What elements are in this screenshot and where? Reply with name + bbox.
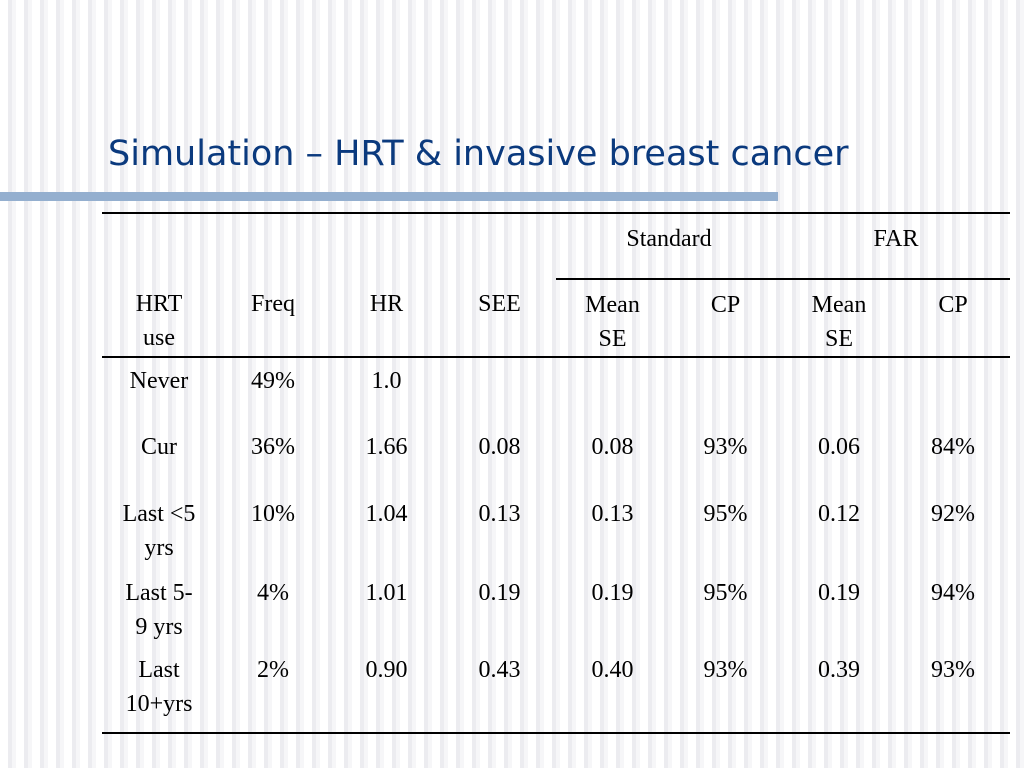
cell-far-mean-se: 0.06	[818, 434, 860, 460]
cell-far-cp: 92%	[931, 501, 975, 527]
table-row: Last 5- 9 yrs 4% 1.01 0.19 0.19 95% 0.19…	[102, 570, 1010, 647]
cell-hr: 1.04	[365, 501, 408, 527]
cell-hrt-use-line: 9 yrs	[135, 614, 183, 640]
header-far-cp: CP	[896, 279, 1010, 358]
table-row: Cur 36% 1.66 0.08 0.08 93% 0.06 84%	[102, 424, 1010, 491]
cell-hrt-use: Never	[102, 357, 216, 424]
cell-far-mean-se: 0.39	[782, 647, 896, 734]
cell-standard-cp: 95%	[703, 580, 748, 606]
cell-freq: 36%	[251, 434, 295, 460]
cell-hrt-use: Cur	[102, 424, 216, 491]
cell-see	[443, 357, 556, 424]
cell-standard-cp: 93%	[669, 647, 782, 734]
cell-hrt-use-line: Last	[138, 657, 180, 683]
header-far-mean-se-line1: Mean	[811, 292, 867, 318]
cell-see: 0.13	[478, 501, 521, 527]
header-standard-mean-se-line2: SE	[598, 326, 627, 352]
cell-far-cp: 84%	[931, 434, 975, 460]
cell-standard-cp: 93%	[703, 434, 748, 460]
header-hrt-use: HRT use	[102, 279, 216, 358]
group-header-blank	[102, 213, 556, 279]
cell-far-cp: 94%	[931, 580, 975, 606]
table-row: Last 10+yrs 2% 0.90 0.43 0.40 93% 0.39 9…	[102, 647, 1010, 734]
group-header-standard: Standard	[556, 213, 782, 280]
cell-freq: 10%	[251, 501, 295, 527]
cell-hrt-use-line: Last <5	[122, 501, 196, 527]
group-header-far: FAR	[782, 213, 1010, 280]
table-row: Never 49% 1.0	[102, 357, 1010, 424]
cell-standard-mean-se: 0.13	[591, 501, 634, 527]
column-header-row: HRT use Freq HR SEE Mean SE CP Mean SE C…	[102, 279, 1010, 358]
cell-see: 0.43	[443, 647, 556, 734]
header-hrt-use-line1: HRT	[135, 291, 183, 317]
cell-hrt-use: Last 5- 9 yrs	[102, 570, 216, 647]
cell-standard-cp	[669, 357, 782, 424]
cell-standard-cp: 95%	[703, 501, 748, 527]
cell-hr: 1.0	[371, 368, 402, 394]
header-far-mean-se: Mean SE	[782, 279, 896, 358]
header-hr: HR	[330, 279, 443, 358]
header-see: SEE	[443, 279, 556, 358]
cell-hrt-use: Last <5 yrs	[102, 491, 216, 570]
cell-hrt-use-line: Cur	[141, 434, 177, 460]
header-far-mean-se-line2: SE	[824, 326, 853, 352]
cell-hrt-use-line: yrs	[144, 535, 174, 561]
header-standard-cp: CP	[669, 279, 782, 358]
header-freq: Freq	[216, 279, 330, 358]
cell-hrt-use-line: Never	[129, 368, 189, 394]
table-row: Last <5 yrs 10% 1.04 0.13 0.13 95% 0.12 …	[102, 491, 1010, 570]
header-hrt-use-line2: use	[143, 325, 175, 351]
cell-far-cp	[896, 357, 1010, 424]
cell-hrt-use-line: 10+yrs	[125, 691, 193, 717]
cell-hr: 1.01	[365, 580, 408, 606]
results-table: Standard FAR HRT use Freq HR SEE Mean SE…	[102, 212, 1010, 734]
cell-far-mean-se: 0.12	[818, 501, 860, 527]
cell-standard-mean-se: 0.08	[591, 434, 634, 460]
cell-hr: 1.66	[365, 434, 408, 460]
cell-far-mean-se: 0.19	[818, 580, 860, 606]
cell-freq: 4%	[257, 580, 289, 606]
cell-standard-mean-se: 0.40	[556, 647, 669, 734]
cell-hrt-use-line: Last 5-	[125, 580, 193, 606]
cell-see: 0.08	[478, 434, 521, 460]
group-header-row: Standard FAR	[102, 213, 1010, 280]
cell-standard-mean-se: 0.19	[591, 580, 634, 606]
slide-title: Simulation – HRT & invasive breast cance…	[108, 134, 849, 174]
cell-hr: 0.90	[330, 647, 443, 734]
cell-freq: 49%	[251, 368, 295, 394]
cell-freq: 2%	[216, 647, 330, 734]
cell-hrt-use: Last 10+yrs	[102, 647, 216, 734]
cell-far-cp: 93%	[896, 647, 1010, 734]
header-standard-mean-se: Mean SE	[556, 279, 669, 358]
header-standard-mean-se-line1: Mean	[585, 292, 640, 318]
cell-far-mean-se	[782, 357, 896, 424]
cell-see: 0.19	[478, 580, 521, 606]
title-underline	[0, 192, 778, 201]
cell-standard-mean-se	[556, 357, 669, 424]
